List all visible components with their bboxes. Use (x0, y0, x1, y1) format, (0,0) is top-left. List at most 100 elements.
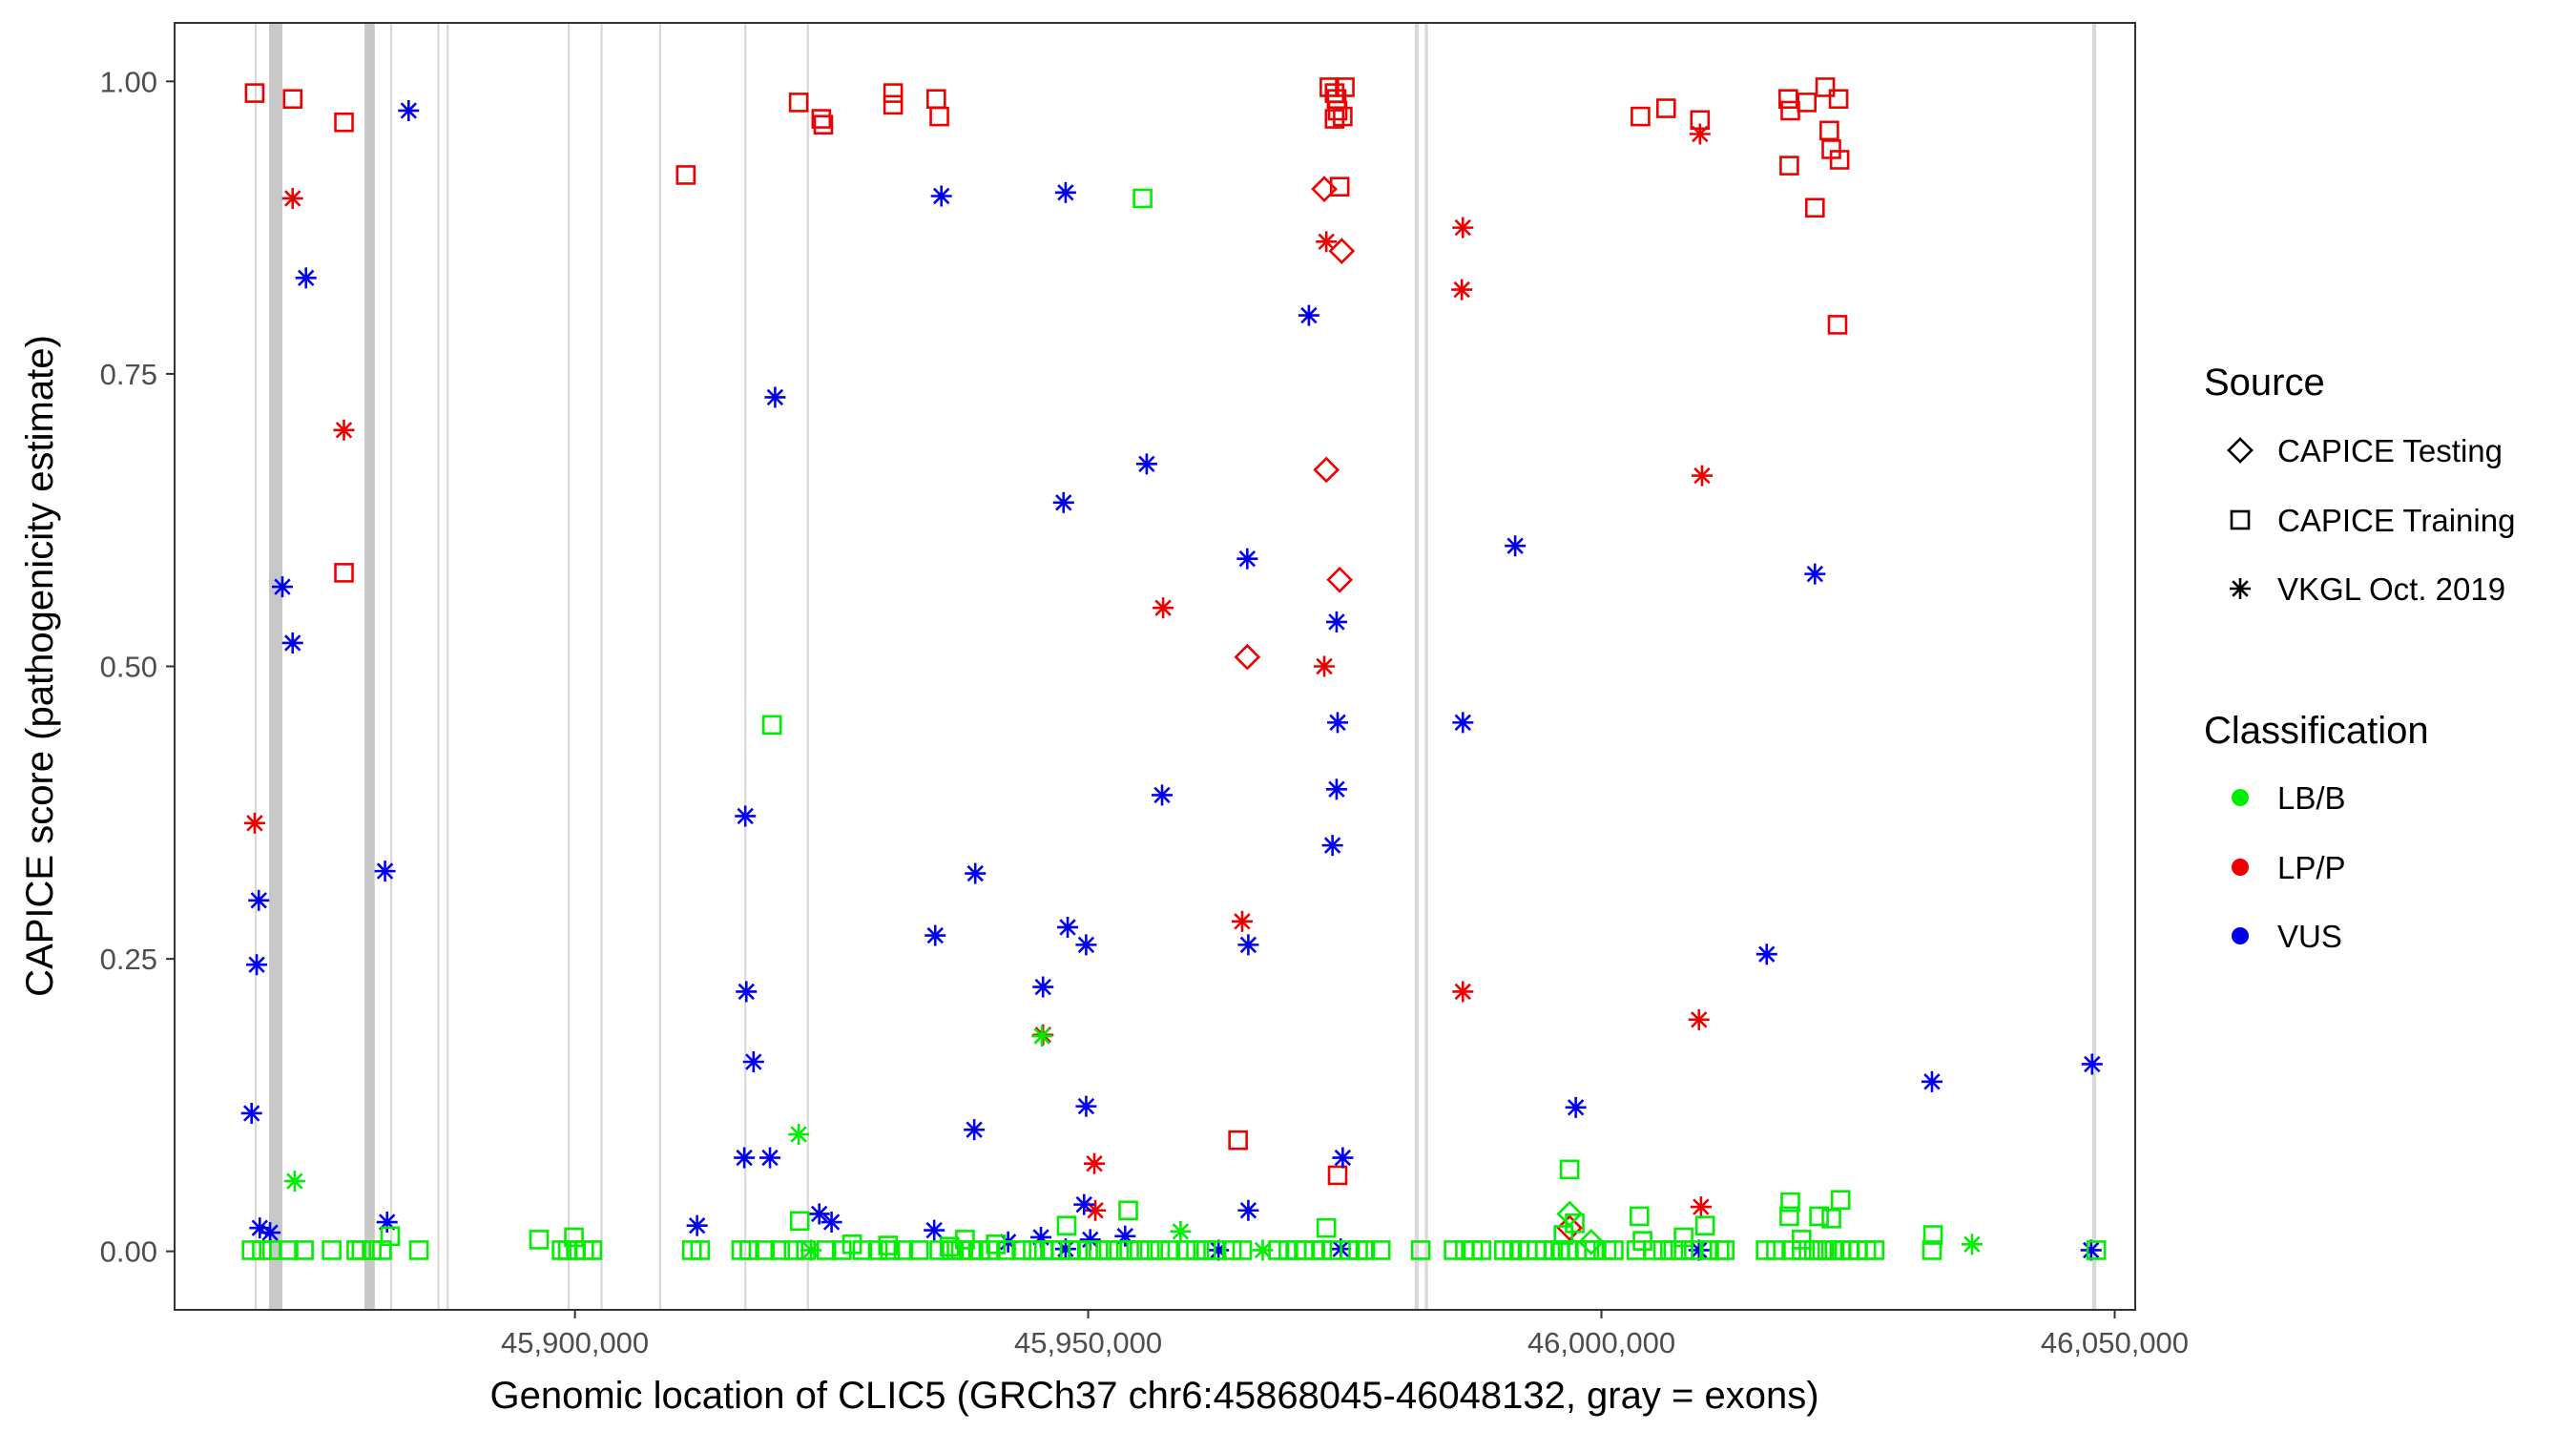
exon-band (1424, 23, 1428, 1310)
point-lb-b-capice-training (1023, 1240, 1043, 1260)
point-vus-vkgl-oct-2019 (1804, 563, 1826, 585)
exon-band (658, 23, 661, 1310)
legend-label-vkgl: VKGL Oct. 2019 (2277, 571, 2505, 607)
point-vus-vkgl-oct-2019 (964, 1119, 986, 1141)
point-vus-vkgl-oct-2019 (1325, 778, 1347, 800)
point-lp-p-capice-training (1329, 176, 1350, 197)
point-lp-p-capice-training (1829, 150, 1850, 170)
point-lb-b-vkgl-oct-2019 (788, 1124, 810, 1146)
point-lb-b-capice-training (529, 1230, 550, 1250)
point-vus-vkgl-oct-2019 (376, 1212, 398, 1234)
x-axis-ticks: 45,900,000 45,950,000 46,000,000 46,050,000 (501, 1310, 2189, 1359)
legend-label-vus: VUS (2277, 919, 2342, 954)
point-vus-vkgl-oct-2019 (1052, 491, 1074, 513)
y-tick-label: 0.00 (100, 1235, 157, 1269)
point-lp-p-capice-training (1827, 315, 1848, 335)
point-vus-vkgl-oct-2019 (1565, 1096, 1587, 1118)
point-lb-b-vkgl-oct-2019 (1961, 1234, 1983, 1255)
point-lb-b-capice-testing (1577, 1229, 1605, 1255)
point-lb-b-capice-training (1630, 1206, 1650, 1227)
point-lp-p-capice-testing (1556, 1214, 1584, 1241)
point-lb-b-capice-training (1643, 1240, 1663, 1260)
point-vus-vkgl-oct-2019 (1237, 1199, 1259, 1221)
point-lb-b-capice-training (241, 1240, 261, 1260)
point-vus-vkgl-oct-2019 (246, 954, 268, 976)
point-vus-vkgl-oct-2019 (240, 1102, 262, 1124)
point-lb-b-capice-training (372, 1240, 392, 1260)
point-lp-p-capice-training (1631, 106, 1651, 127)
point-lb-b-capice-training (1553, 1225, 1574, 1245)
x-tick-label: 45,950,000 (1014, 1326, 1162, 1359)
point-lb-b-capice-training (955, 1230, 975, 1250)
point-lb-b-capice-training (1559, 1159, 1580, 1180)
legend-label-lpp: LP/P (2277, 850, 2346, 885)
exon-band (447, 23, 449, 1310)
point-lb-b-vkgl-oct-2019 (1170, 1220, 1192, 1242)
exon-band (744, 23, 747, 1310)
point-vus-vkgl-oct-2019 (930, 185, 952, 207)
point-lb-b-capice-training (1056, 1215, 1077, 1236)
point-vus-vkgl-oct-2019 (1135, 453, 1157, 475)
point-lp-p-capice-training (1656, 98, 1676, 118)
exon-band (254, 23, 258, 1310)
point-lp-p-capice-training (334, 563, 354, 583)
point-vus-vkgl-oct-2019 (742, 1051, 764, 1073)
point-lb-b-capice-training (1780, 1192, 1800, 1213)
point-vus-vkgl-oct-2019 (1327, 712, 1349, 734)
point-lb-b-capice-training (351, 1240, 372, 1260)
point-lb-b-capice-training (1011, 1240, 1031, 1260)
point-lp-p-vkgl-oct-2019 (333, 419, 355, 441)
point-lp-p-capice-testing (1313, 456, 1340, 484)
exon-band (389, 23, 393, 1310)
point-vus-vkgl-oct-2019 (1032, 976, 1054, 998)
legend-label-lbb: LB/B (2277, 780, 2346, 816)
point-lb-b-capice-training (294, 1240, 314, 1260)
point-lb-b-capice-training (1444, 1240, 1464, 1260)
point-lp-p-capice-training (1819, 120, 1839, 141)
exon-band (437, 23, 440, 1310)
point-lp-p-capice-training (1319, 77, 1340, 97)
point-lb-b-capice-training (1471, 1240, 1491, 1260)
point-lp-p-capice-testing (1328, 238, 1356, 264)
point-vus-vkgl-oct-2019 (1152, 784, 1174, 806)
point-lp-p-capice-training (1335, 77, 1355, 97)
point-lp-p-capice-training (282, 89, 303, 110)
point-vus-vkgl-oct-2019 (248, 889, 270, 911)
point-vus-vkgl-oct-2019 (736, 981, 758, 1003)
x-tick-label: 46,050,000 (2041, 1326, 2189, 1359)
point-lp-p-capice-training (334, 112, 354, 133)
point-lb-b-capice-training (867, 1240, 888, 1260)
point-lb-b-capice-training (1410, 1240, 1431, 1260)
point-vus-vkgl-oct-2019 (965, 862, 987, 884)
point-lb-b-capice-training (1175, 1240, 1196, 1260)
point-vus-vkgl-oct-2019 (764, 386, 786, 408)
point-lp-p-capice-training (244, 83, 265, 103)
point-lb-b-capice-training (1206, 1240, 1227, 1260)
point-vus-vkgl-oct-2019 (735, 805, 757, 827)
legend-label-capice-testing: CAPICE Testing (2277, 433, 2503, 468)
point-lp-p-vkgl-oct-2019 (281, 187, 303, 209)
exon-band (364, 23, 375, 1310)
point-lb-b-capice-training (1089, 1240, 1109, 1260)
point-lp-p-vkgl-oct-2019 (1231, 910, 1253, 932)
point-lb-b-capice-training (362, 1240, 382, 1260)
point-vus-vkgl-oct-2019 (1505, 535, 1527, 557)
point-lb-b-capice-training (1370, 1240, 1391, 1260)
point-lb-b-capice-training (1830, 1190, 1851, 1211)
point-lb-b-capice-training (1755, 1240, 1776, 1260)
point-lb-b-capice-training (1792, 1230, 1812, 1250)
point-vus-vkgl-oct-2019 (1452, 712, 1474, 734)
point-lp-p-vkgl-oct-2019 (1452, 981, 1474, 1003)
point-lb-b-capice-training (1673, 1240, 1693, 1260)
point-lb-b-capice-training (783, 1240, 804, 1260)
point-lb-b-capice-training (1781, 1240, 1801, 1260)
point-lb-b-capice-training (1221, 1240, 1242, 1260)
point-vus-vkgl-oct-2019 (924, 1219, 945, 1241)
point-lb-b-capice-training (564, 1227, 584, 1248)
point-vus-vkgl-oct-2019 (374, 861, 396, 882)
point-vus-vkgl-oct-2019 (2080, 1239, 2102, 1261)
point-lp-p-capice-testing (1311, 176, 1338, 202)
point-vus-vkgl-oct-2019 (271, 576, 293, 598)
point-lp-p-vkgl-oct-2019 (1084, 1152, 1106, 1174)
